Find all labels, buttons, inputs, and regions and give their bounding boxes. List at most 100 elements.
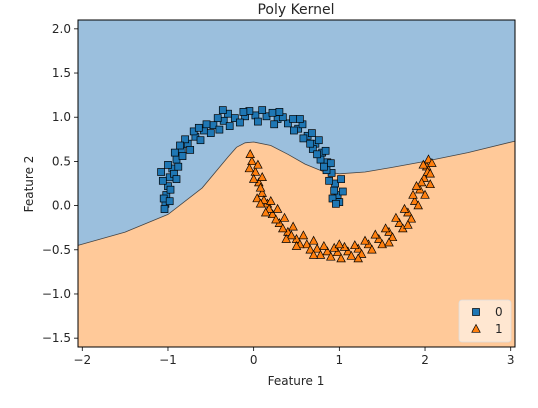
class-0-point <box>172 175 181 183</box>
class-0-point <box>330 186 339 195</box>
class-1-point <box>315 249 326 259</box>
y-tick-label: 0.0 <box>52 199 71 213</box>
class-1-point <box>257 187 267 197</box>
class-1-point <box>260 207 271 217</box>
class-1-point <box>356 248 367 258</box>
y-tick-label: 1.0 <box>52 110 71 124</box>
class-0-point <box>239 108 248 116</box>
y-tick-label: 0.5 <box>52 154 71 168</box>
class-0-point <box>321 146 330 155</box>
class-1-point <box>279 212 290 222</box>
class-1-point <box>399 203 410 213</box>
class-0-point <box>290 126 298 135</box>
class-1-point <box>286 230 297 240</box>
class-1-point <box>244 163 255 173</box>
class-0-point <box>225 122 234 130</box>
class-1-point <box>403 219 413 229</box>
class-1-point <box>308 235 319 245</box>
class-0-point <box>166 185 175 194</box>
class-1-point <box>278 223 288 233</box>
class-0-point <box>296 115 304 123</box>
class-1-point <box>257 172 267 181</box>
class-1-point <box>416 177 427 187</box>
class-1-point <box>420 189 430 199</box>
class-1-point <box>255 198 266 208</box>
legend-marker <box>471 323 481 333</box>
y-tick-label: 1.5 <box>52 66 71 80</box>
class-1-point <box>245 149 255 158</box>
x-axis: −2 −1 0 1 2 3 <box>73 347 515 367</box>
class-0-point <box>157 168 165 176</box>
class-0-point <box>284 119 292 128</box>
class-1-point <box>267 209 278 219</box>
class-1-point <box>370 229 381 239</box>
class-0-point <box>165 197 174 206</box>
class-1-point <box>384 237 394 247</box>
class-0-point <box>196 136 205 145</box>
class-1-point <box>336 253 346 263</box>
class-1-point <box>425 179 435 189</box>
class-0-point <box>325 176 333 185</box>
class-0-point <box>206 129 215 137</box>
class-1-point <box>326 251 336 261</box>
class-1-point <box>413 200 423 210</box>
class-0-point <box>320 162 328 171</box>
x-tick-label: −1 <box>159 353 177 367</box>
class-0-point <box>230 114 239 122</box>
class-0-point <box>270 120 279 129</box>
class-1-point <box>387 232 398 242</box>
class-0-point <box>275 108 284 116</box>
class-0-point <box>289 115 297 123</box>
class-0-point <box>174 162 183 171</box>
class-1-point <box>291 240 302 250</box>
class-0-point <box>337 175 345 183</box>
class-1-point <box>312 243 322 253</box>
class-0-point <box>178 152 187 160</box>
class-0-point <box>338 187 347 196</box>
class-1-point <box>302 239 312 249</box>
class-1-point <box>334 239 345 249</box>
y-tick-label: 2.0 <box>52 22 71 36</box>
class-1-point <box>353 253 363 263</box>
x-tick-label: −2 <box>73 353 91 367</box>
class-0-point <box>176 141 184 150</box>
legend-box <box>458 299 512 343</box>
class-0-point <box>268 108 277 117</box>
class-1-point <box>271 214 281 224</box>
class-1-point <box>408 189 418 199</box>
class-1-point <box>248 173 259 183</box>
class-1-point <box>374 233 384 243</box>
class-0-point <box>314 136 323 145</box>
legend-label: 1 <box>495 322 503 336</box>
class-0-point <box>332 199 340 208</box>
legend-marker <box>472 308 480 316</box>
plot-area <box>77 20 516 347</box>
class-0-point <box>170 148 179 157</box>
scatter-points <box>157 106 437 263</box>
class-1-point <box>266 195 276 205</box>
x-tick-label: 1 <box>336 353 344 367</box>
class-1-point <box>305 244 315 254</box>
class-1-point <box>252 193 262 203</box>
class-0-point <box>160 205 169 213</box>
class-1-point <box>418 159 429 169</box>
class-0-point <box>313 150 321 159</box>
class-0-point <box>186 146 195 154</box>
class-1-point <box>391 212 401 222</box>
x-axis-label: Feature 1 <box>268 374 325 388</box>
class-1-point <box>411 180 422 190</box>
class-1-point <box>298 230 309 240</box>
y-tick-label: −1.5 <box>42 331 71 345</box>
class-1-point <box>253 159 263 169</box>
class-1-point <box>406 213 417 223</box>
class-1-point <box>343 246 353 256</box>
class-1-point <box>367 244 377 254</box>
class-1-point <box>380 223 391 233</box>
class-1-point <box>319 240 329 250</box>
x-tick-label: 0 <box>250 353 258 367</box>
y-tick-label: −0.5 <box>42 243 71 257</box>
class-1-point <box>322 246 333 256</box>
class-0-point <box>299 134 308 143</box>
class-1-point <box>346 250 357 260</box>
